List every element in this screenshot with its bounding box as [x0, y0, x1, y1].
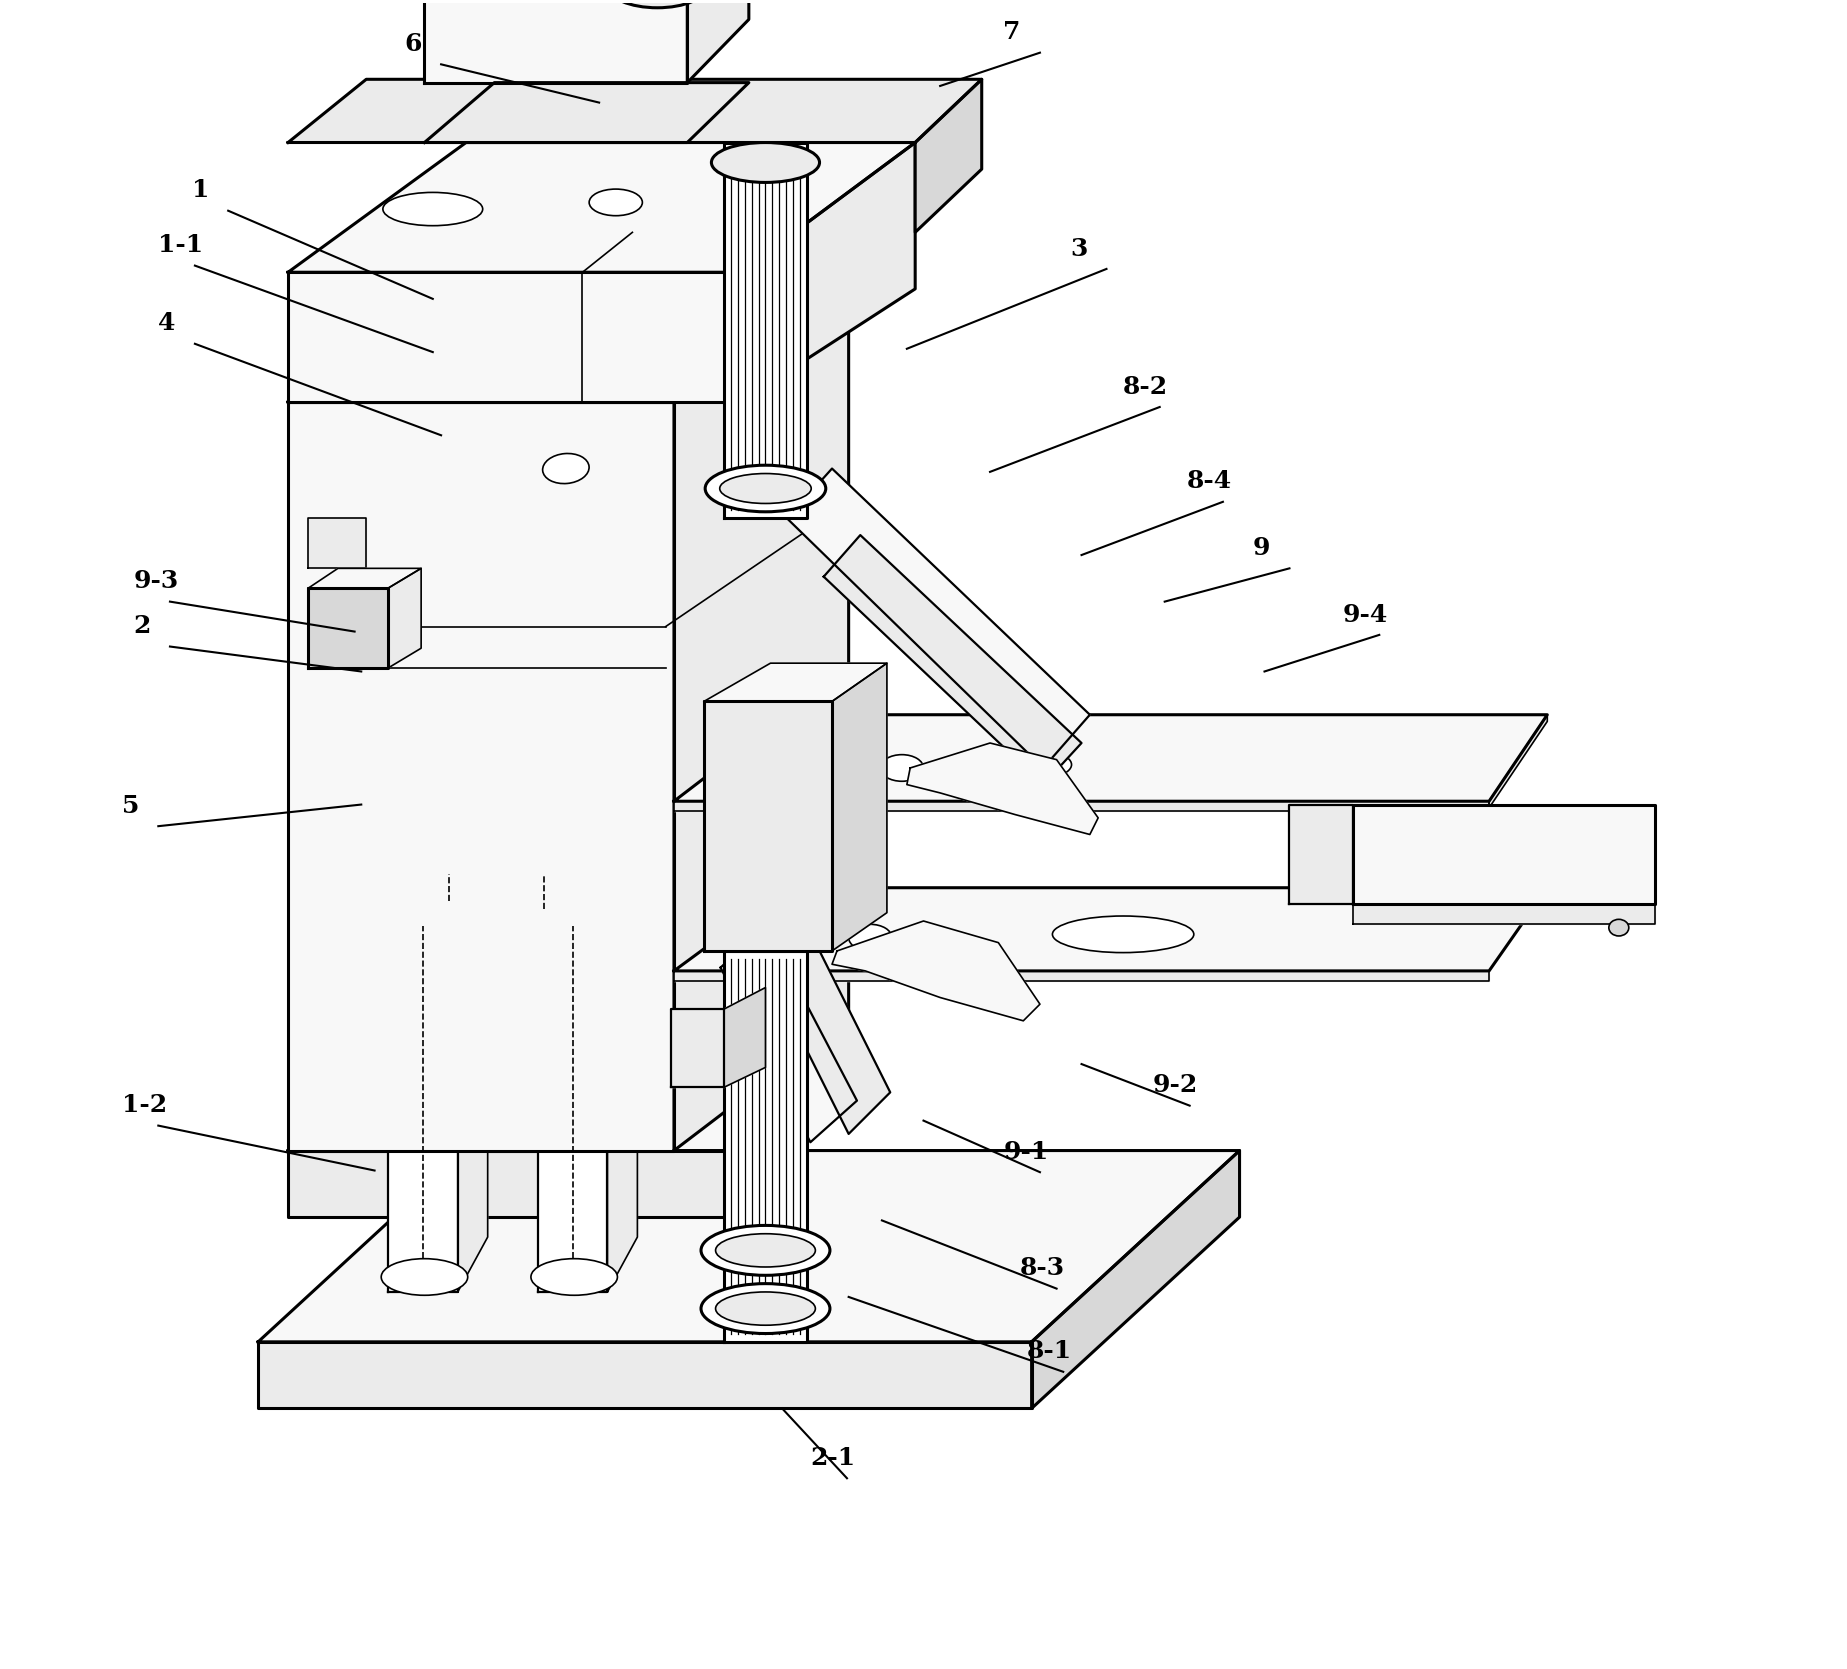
Text: 1-2: 1-2 — [122, 1093, 166, 1117]
Ellipse shape — [715, 1292, 815, 1325]
Polygon shape — [259, 1150, 1239, 1342]
Polygon shape — [308, 587, 388, 668]
Polygon shape — [907, 743, 1099, 834]
Polygon shape — [388, 569, 421, 668]
Polygon shape — [425, 83, 748, 142]
Polygon shape — [674, 971, 1489, 981]
Polygon shape — [687, 0, 748, 83]
Text: 9-4: 9-4 — [1343, 603, 1387, 626]
Polygon shape — [259, 1342, 1032, 1409]
Text: 8-4: 8-4 — [1186, 469, 1232, 494]
Text: 7: 7 — [1003, 20, 1021, 45]
Polygon shape — [425, 0, 687, 83]
Polygon shape — [674, 714, 1548, 801]
Polygon shape — [288, 272, 741, 402]
Polygon shape — [704, 701, 831, 951]
Polygon shape — [741, 142, 914, 402]
Text: 2: 2 — [133, 614, 151, 638]
Text: 1-1: 1-1 — [159, 234, 203, 257]
Text: 9: 9 — [1252, 536, 1271, 561]
Ellipse shape — [702, 1283, 829, 1334]
Ellipse shape — [715, 1233, 815, 1267]
Ellipse shape — [1053, 916, 1193, 953]
Ellipse shape — [530, 1258, 617, 1295]
Text: 4: 4 — [159, 312, 175, 335]
Ellipse shape — [706, 466, 826, 512]
Ellipse shape — [382, 192, 482, 225]
Ellipse shape — [959, 746, 1071, 783]
Text: 8-1: 8-1 — [1027, 1340, 1071, 1364]
Polygon shape — [831, 663, 887, 951]
Ellipse shape — [881, 754, 924, 781]
Text: 6: 6 — [404, 32, 421, 57]
Polygon shape — [288, 272, 848, 402]
Polygon shape — [670, 1010, 724, 1087]
Polygon shape — [1352, 804, 1655, 905]
Polygon shape — [704, 663, 887, 701]
Polygon shape — [288, 1018, 848, 1150]
Text: 8-2: 8-2 — [1123, 374, 1169, 399]
Polygon shape — [288, 1150, 741, 1217]
Polygon shape — [831, 921, 1040, 1021]
Polygon shape — [724, 988, 765, 1087]
Text: 9-1: 9-1 — [1003, 1140, 1049, 1163]
Ellipse shape — [589, 189, 643, 215]
Ellipse shape — [702, 1225, 829, 1275]
Text: 9-2: 9-2 — [1153, 1073, 1199, 1097]
Polygon shape — [288, 402, 674, 1150]
Polygon shape — [288, 142, 914, 272]
Text: 9-3: 9-3 — [133, 569, 179, 592]
Polygon shape — [787, 469, 1090, 768]
Polygon shape — [537, 901, 608, 1292]
Polygon shape — [748, 893, 890, 1133]
Polygon shape — [724, 142, 807, 519]
Polygon shape — [288, 80, 983, 142]
Ellipse shape — [711, 142, 820, 182]
Polygon shape — [720, 926, 857, 1142]
Ellipse shape — [1609, 920, 1629, 936]
Ellipse shape — [608, 0, 707, 8]
Polygon shape — [674, 272, 848, 1150]
Polygon shape — [674, 888, 1548, 971]
Polygon shape — [1032, 1150, 1239, 1409]
Polygon shape — [1489, 714, 1548, 808]
Ellipse shape — [720, 474, 811, 504]
Polygon shape — [674, 801, 1489, 811]
Ellipse shape — [380, 1258, 467, 1295]
Polygon shape — [1352, 905, 1655, 925]
Text: 5: 5 — [122, 794, 139, 818]
Polygon shape — [1289, 804, 1352, 905]
Text: 1: 1 — [192, 179, 209, 202]
Polygon shape — [824, 536, 1082, 784]
Polygon shape — [608, 871, 637, 1292]
Polygon shape — [914, 80, 983, 232]
Ellipse shape — [848, 925, 892, 951]
Polygon shape — [308, 519, 366, 569]
Ellipse shape — [543, 454, 589, 484]
Text: 3: 3 — [1069, 237, 1088, 260]
Polygon shape — [458, 871, 488, 1292]
Polygon shape — [308, 569, 421, 587]
Text: 8-3: 8-3 — [1020, 1257, 1066, 1280]
Text: 2-1: 2-1 — [811, 1445, 855, 1470]
Polygon shape — [724, 951, 807, 1342]
Polygon shape — [388, 901, 458, 1292]
